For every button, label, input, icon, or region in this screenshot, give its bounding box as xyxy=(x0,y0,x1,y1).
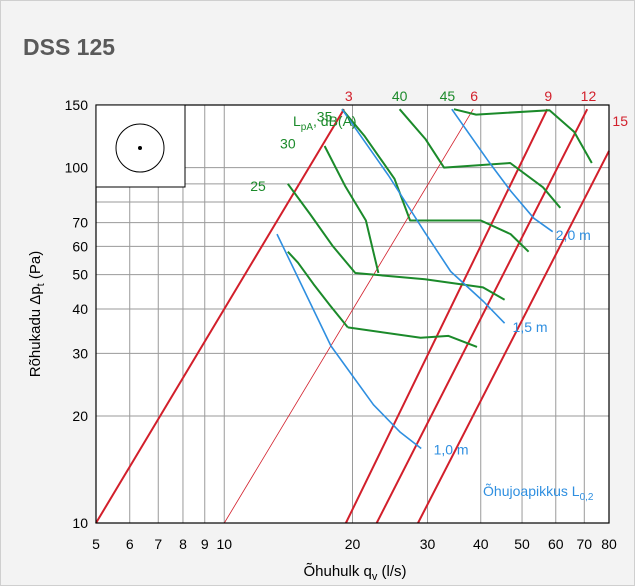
x-tick-label-80: 80 xyxy=(601,536,617,552)
noise-curve-35 xyxy=(341,108,530,253)
noise-curve-lower xyxy=(347,326,478,348)
noise-level-label-35: 35 xyxy=(317,108,333,124)
x-tick-label-60: 60 xyxy=(548,536,564,552)
x-tick-label-5: 5 xyxy=(92,536,100,552)
throw-label-10m: 1,0 m xyxy=(434,441,469,457)
effective-area-line-12 xyxy=(375,108,589,524)
throw-label-sub: 0,2 xyxy=(580,492,594,503)
x-tick-label-20: 20 xyxy=(345,536,361,552)
symbol-circle xyxy=(115,123,165,173)
throw-curve-10m xyxy=(276,233,422,450)
symbol-dot xyxy=(138,146,142,150)
x-tick-label-50: 50 xyxy=(514,536,530,552)
noise-level-label-30: 30 xyxy=(280,136,296,152)
y-tick-label-100: 100 xyxy=(65,160,89,176)
plot-border xyxy=(95,104,610,524)
x-tick-label-9: 9 xyxy=(201,536,209,552)
x-tick-label-30: 30 xyxy=(420,536,436,552)
effective-area-line-15 xyxy=(417,150,610,524)
throw-label-text: 2,0 m xyxy=(556,227,591,243)
effective-area-label-9: 9 xyxy=(544,88,552,104)
noise-legend-label: LpA, dB(A) xyxy=(293,113,357,133)
noise-level-label-25: 25 xyxy=(250,178,266,194)
noise-curve-45 xyxy=(453,108,593,164)
throw-label-text: 1,5 m xyxy=(513,319,548,335)
x-tick-label-6: 6 xyxy=(126,536,134,552)
effective-area-line-3 xyxy=(95,108,345,524)
noise-legend-rest: , dB(A) xyxy=(313,113,357,129)
effective-area-label-12: 12 xyxy=(581,88,597,104)
throw-label-text: 1,0 m xyxy=(434,441,469,457)
noise-legend-main: L xyxy=(293,113,301,129)
effective-area-label-15: 15 xyxy=(612,113,628,129)
x-tick-label-40: 40 xyxy=(473,536,489,552)
effective-area-line-6 xyxy=(223,108,474,524)
y-tick-label-20: 20 xyxy=(72,408,88,424)
x-axis-label: Õhuhulk qv (l/s) xyxy=(303,563,406,583)
noise-level-label-40: 40 xyxy=(392,88,408,104)
noise-curve-25 xyxy=(286,183,506,301)
effective-area-label-6: 6 xyxy=(470,88,478,104)
noise-level-label-45: 45 xyxy=(440,88,456,104)
x-tick-label-7: 7 xyxy=(154,536,162,552)
y-tick-label-60: 60 xyxy=(72,238,88,254)
y-tick-label-70: 70 xyxy=(72,215,88,231)
y-tick-label-10: 10 xyxy=(72,515,88,531)
x-tick-label-8: 8 xyxy=(179,536,187,552)
throw-label-hujoapikkusL: Õhujoapikkus L0,2 xyxy=(483,483,594,503)
throw-curve-20m xyxy=(451,108,554,233)
noise-curve-30 xyxy=(323,145,380,274)
throw-curve-15m xyxy=(341,108,506,324)
y-axis-label: Rõhukadu Δpt (Pa) xyxy=(27,251,47,378)
x-tick-label-70: 70 xyxy=(577,536,593,552)
throw-label-20m: 2,0 m xyxy=(556,227,591,243)
y-tick-label-30: 30 xyxy=(72,345,88,361)
x-tick-label-10: 10 xyxy=(216,536,232,552)
effective-area-label-3: 3 xyxy=(345,88,353,104)
y-tick-label-50: 50 xyxy=(72,267,88,283)
noise-legend-sub: pA xyxy=(301,122,314,133)
noise-curve-lower-diag xyxy=(287,251,349,329)
symbol-box xyxy=(95,104,186,188)
diffuser-symbol xyxy=(95,104,186,188)
chart-title: DSS 125 xyxy=(23,34,116,60)
y-tick-label-150: 150 xyxy=(65,97,89,113)
throw-label-15m: 1,5 m xyxy=(513,319,548,335)
effective-area-line-9 xyxy=(345,108,549,524)
noise-curve-40 xyxy=(398,108,562,209)
y-tick-label-40: 40 xyxy=(72,301,88,317)
throw-label-text: Õhujoapikkus L xyxy=(483,483,580,499)
